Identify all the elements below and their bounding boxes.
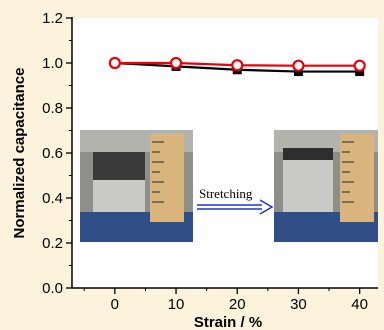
- x-tick-label: 0: [111, 296, 119, 313]
- x-tick-label: 30: [290, 296, 307, 313]
- y-tick-label: 1.2: [42, 10, 63, 27]
- ruler-photo-after-icon: [274, 130, 378, 242]
- y-tick-label: 0.6: [42, 145, 63, 162]
- inset-arrow-label: Stretching: [199, 186, 253, 201]
- x-tick-label: 20: [229, 296, 246, 313]
- series-1-point: [108, 56, 121, 70]
- series-1-point: [292, 59, 305, 72]
- x-tick-label: 10: [168, 296, 185, 313]
- y-tick-label: 0.4: [42, 190, 63, 207]
- series-1-point: [353, 59, 366, 72]
- ruler-photo-before-icon: [80, 130, 193, 242]
- y-tick-label: 0.2: [42, 235, 63, 252]
- y-tick-label: 1.0: [42, 55, 63, 72]
- series-layer: [108, 56, 366, 77]
- x-tick-label: 40: [351, 296, 368, 313]
- series-1-point: [231, 59, 244, 72]
- x-axis-title: Strain / %: [194, 314, 262, 330]
- inset-photos: Stretching: [80, 130, 378, 242]
- series-1-point: [169, 56, 183, 70]
- stretching-arrow-icon: [197, 199, 274, 215]
- y-tick-label: 0.0: [42, 280, 63, 297]
- axes: 0.0 0.2 0.4 0.6 0.8 1.0 1.2 0 10 20 30 40: [42, 10, 378, 313]
- y-tick-label: 0.8: [42, 100, 63, 117]
- y-axis-title: Normalized capacitance: [11, 68, 28, 239]
